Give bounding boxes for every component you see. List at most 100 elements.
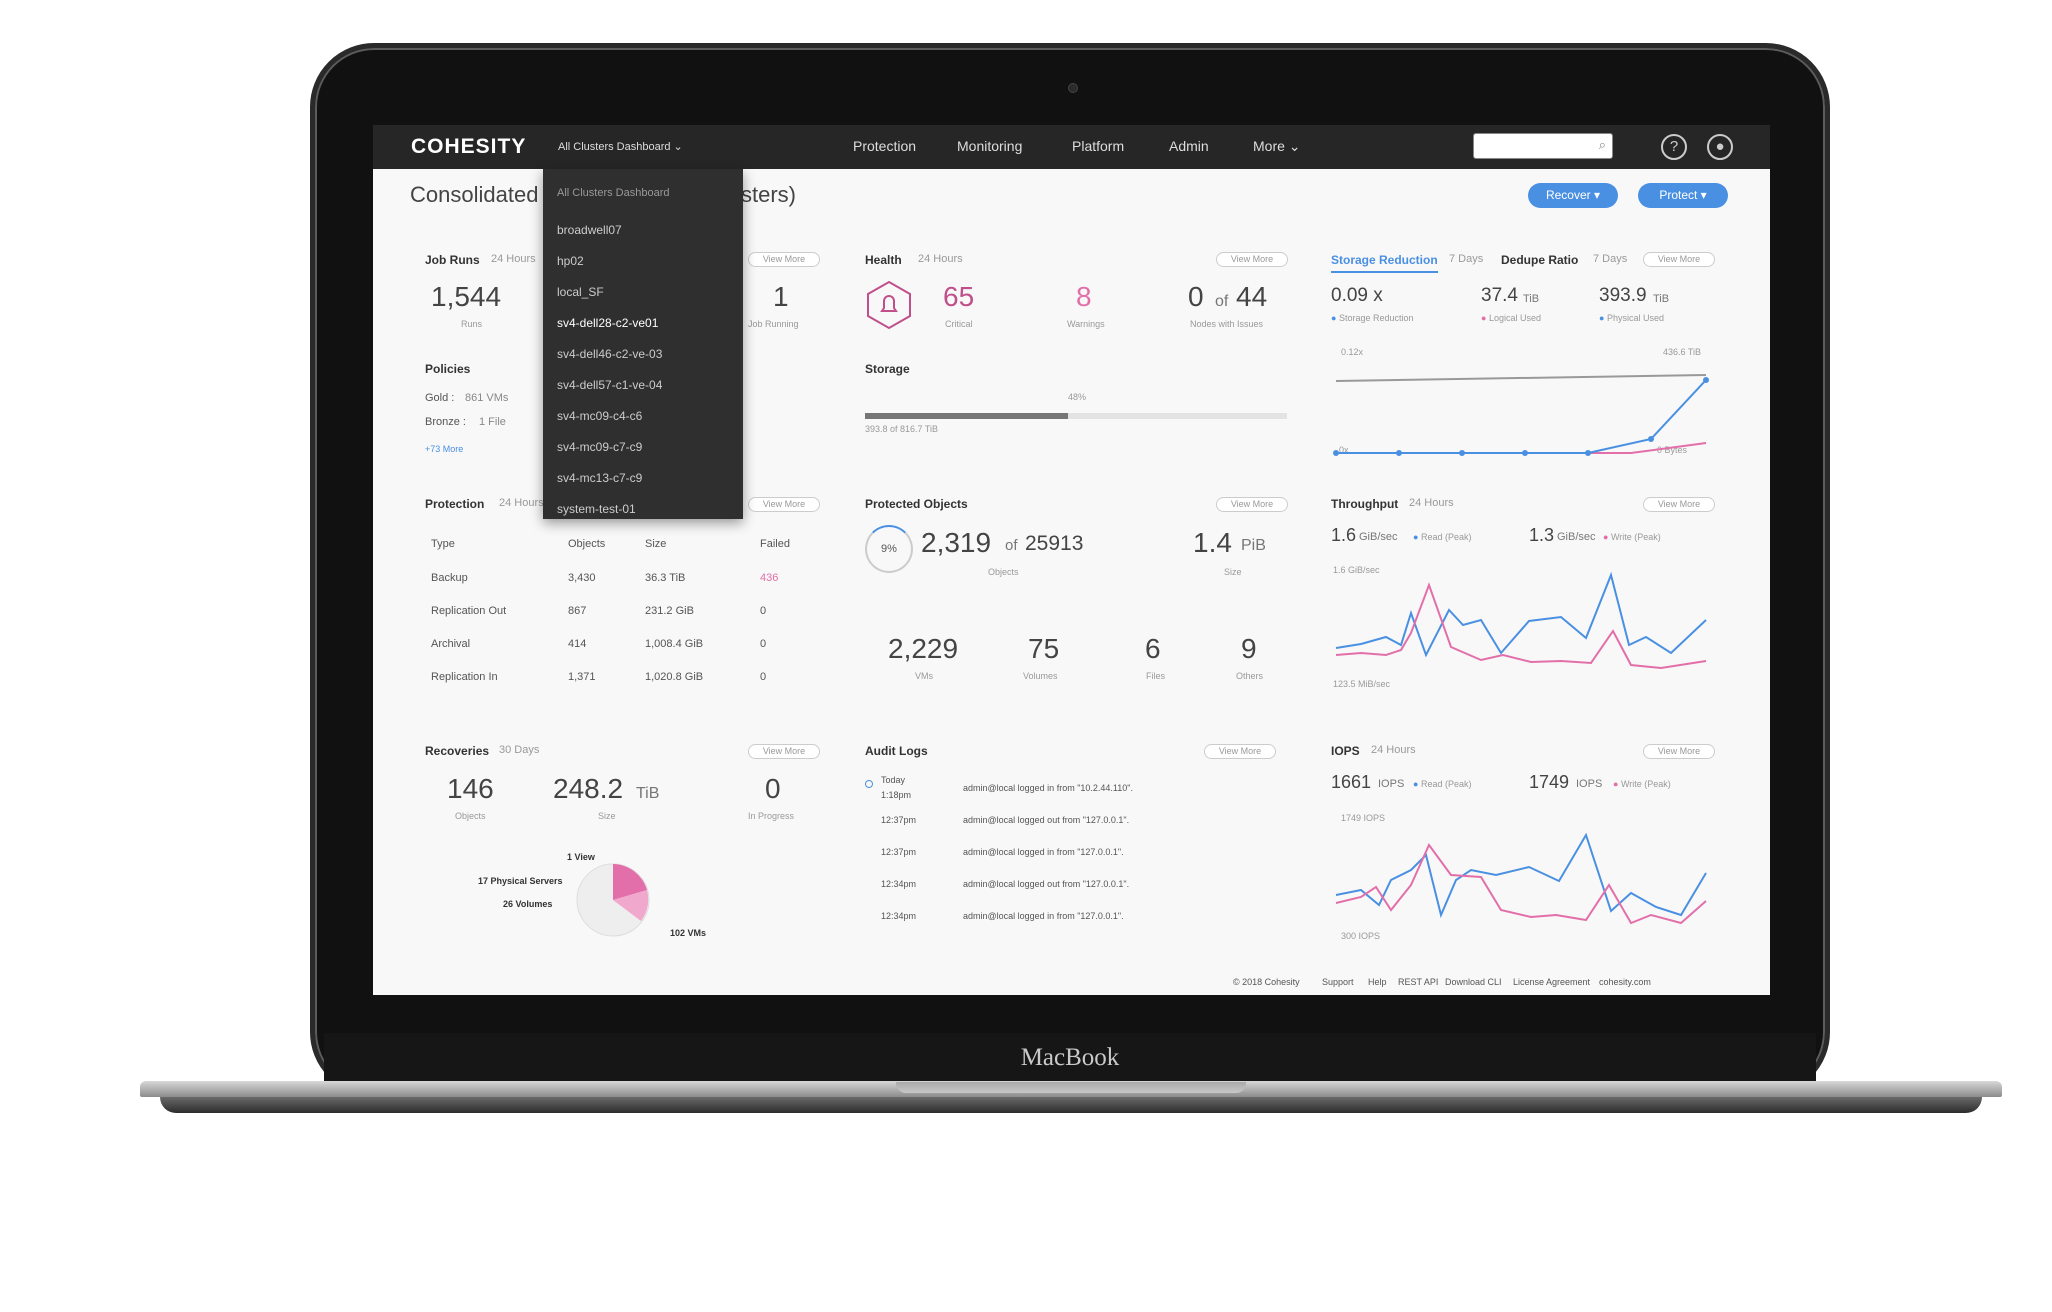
sr-axis-bottom-left: 0x [1339, 445, 1349, 455]
cell-size: 1,020.8 GiB [645, 671, 704, 683]
protected-count-label: Objects [988, 567, 1019, 577]
nav-item-more[interactable]: More ⌄ [1253, 138, 1301, 154]
cell-objects: 1,371 [568, 671, 596, 683]
footer-website-link[interactable]: cohesity.com [1599, 977, 1651, 987]
protected-size: 1.4 [1193, 527, 1232, 558]
audit-time: Today [881, 775, 906, 785]
throughput-read-unit: GiB/sec [1359, 531, 1398, 543]
job-runs-view-more-button[interactable]: View More [748, 252, 820, 267]
physical-unit: TiB [1653, 293, 1670, 305]
table-row[interactable]: Archival 414 1,008.4 GiB 0 [373, 638, 793, 658]
table-row[interactable]: Backup 3,430 36.3 TiB 436 [373, 572, 793, 592]
tab-dedupe-ratio[interactable]: Dedupe Ratio [1501, 253, 1579, 267]
recoveries-view-more-button[interactable]: View More [748, 744, 820, 759]
cell-type: Backup [431, 572, 468, 584]
legend-dot-icon: ● [1413, 532, 1419, 542]
dropdown-item[interactable]: sv4-dell46-c2-ve-03 [557, 347, 663, 361]
footer-license-link[interactable]: License Agreement [1513, 977, 1591, 987]
dropdown-item[interactable]: sv4-mc13-c7-c9 [557, 471, 643, 485]
recoveries-title: Recoveries [425, 744, 490, 758]
dropdown-item[interactable]: All Clusters Dashboard [557, 187, 670, 199]
protection-view-more-button[interactable]: View More [748, 497, 820, 512]
protection-title: Protection [425, 497, 485, 511]
audit-time: 12:34pm [881, 879, 917, 889]
throughput-read-value: 1.6 [1331, 525, 1357, 545]
dropdown-item[interactable]: sv4-dell28-c2-ve01 [557, 316, 659, 330]
nav-item-admin[interactable]: Admin [1169, 138, 1209, 154]
throughput-period: 24 Hours [1409, 497, 1454, 509]
legend-dot-icon: ● [1599, 313, 1605, 323]
protected-vms-count: 2,229 [888, 633, 959, 664]
dropdown-item[interactable]: sv4-mc09-c4-c6 [557, 409, 643, 423]
policies-title: Policies [425, 362, 471, 376]
job-runs-title: Job Runs [425, 253, 480, 267]
pie-label-view: 1 View [567, 852, 595, 862]
footer-help-link[interactable]: Help [1368, 977, 1387, 987]
protected-objects-view-more-button[interactable]: View More [1216, 497, 1288, 512]
policy-bronze-label: Bronze : [425, 416, 466, 428]
table-row[interactable]: Replication Out 867 231.2 GiB 0 [373, 605, 793, 625]
col-failed: Failed [760, 538, 790, 550]
iops-view-more-button[interactable]: View More [1643, 744, 1715, 759]
user-icon[interactable]: ● [1707, 134, 1733, 160]
iops-write-value: 1749 [1529, 772, 1570, 792]
audit-entry: admin@local logged out from "127.0.0.1". [963, 879, 1130, 889]
dashboard-selector[interactable]: All Clusters Dashboard ⌄ [558, 141, 683, 153]
cell-failed: 0 [760, 638, 767, 650]
help-icon[interactable]: ? [1661, 134, 1687, 160]
storage-reduction-chart [1333, 374, 1709, 456]
logical-label: ● Logical Used [1481, 313, 1541, 323]
nav-item-protection[interactable]: Protection [853, 138, 917, 154]
pie-label-vms: 102 VMs [670, 928, 707, 938]
footer-rest-api-link[interactable]: REST API [1398, 977, 1439, 987]
search-input[interactable]: ⌕ [1473, 133, 1613, 159]
protected-total: 25913 [1025, 532, 1084, 555]
cluster-dropdown-menu: All Clusters Dashboard broadwell07 hp02 … [543, 169, 743, 519]
nav-item-platform[interactable]: Platform [1072, 138, 1125, 154]
recoveries-objects: 146 [447, 773, 494, 804]
pie-label-physical: 17 Physical Servers [478, 876, 563, 886]
dropdown-item[interactable]: local_SF [557, 285, 604, 299]
audit-time: 12:37pm [881, 847, 917, 857]
nav-item-monitoring[interactable]: Monitoring [957, 138, 1023, 154]
iops-read-value: 1661 [1331, 772, 1372, 792]
sr-axis-bottom-right: 0 Bytes [1657, 445, 1688, 455]
recover-button[interactable]: Recover ▾ [1528, 183, 1618, 208]
top-nav: COHESITY All Clusters Dashboard ⌄ Protec… [373, 125, 1770, 169]
tab-storage-reduction[interactable]: Storage Reduction [1331, 253, 1438, 273]
protect-button[interactable]: Protect ▾ [1638, 183, 1728, 208]
dropdown-item[interactable]: system-test-01 [557, 502, 636, 516]
dropdown-item[interactable]: broadwell07 [557, 223, 622, 237]
iops-axis-bottom: 300 IOPS [1341, 931, 1381, 941]
table-row[interactable]: Replication In 1,371 1,020.8 GiB 0 [373, 671, 793, 691]
audit-entry: admin@local logged in from "127.0.0.1". [963, 847, 1124, 857]
iops-period: 24 Hours [1371, 744, 1416, 756]
health-period: 24 Hours [918, 253, 963, 265]
recoveries-objects-label: Objects [455, 811, 486, 821]
audit-logs-view-more-button[interactable]: View More [1204, 744, 1276, 759]
throughput-read-label: ● Read (Peak) [1413, 532, 1471, 542]
cell-type: Replication Out [431, 605, 507, 617]
health-view-more-button[interactable]: View More [1216, 252, 1288, 267]
dropdown-item[interactable]: sv4-dell57-c1-ve-04 [557, 378, 663, 392]
policies-more-link[interactable]: +73 More [425, 444, 464, 454]
recoveries-size: 248.2 [553, 773, 624, 804]
storage-reduction-view-more-button[interactable]: View More [1643, 252, 1715, 267]
throughput-write-unit: GiB/sec [1557, 531, 1596, 543]
footer-download-cli-link[interactable]: Download CLI [1445, 977, 1502, 987]
throughput-view-more-button[interactable]: View More [1643, 497, 1715, 512]
policy-gold-value: 861 VMs [465, 392, 509, 404]
dropdown-item[interactable]: hp02 [557, 254, 584, 268]
footer-support-link[interactable]: Support [1322, 977, 1354, 987]
sr-axis-top-left: 0.12x [1341, 347, 1364, 357]
health-nodes-total: 44 [1236, 281, 1268, 312]
col-type: Type [431, 538, 455, 550]
health-nodes-count: 0 [1188, 281, 1204, 312]
cell-type: Archival [431, 638, 471, 650]
policy-bronze-value: 1 File [479, 416, 506, 428]
storage-reduction-period: 7 Days [1449, 253, 1484, 265]
dropdown-item[interactable]: sv4-mc09-c7-c9 [557, 440, 643, 454]
search-icon: ⌕ [1598, 137, 1606, 152]
cell-objects: 867 [568, 605, 587, 617]
protection-period: 24 Hours [499, 497, 544, 509]
